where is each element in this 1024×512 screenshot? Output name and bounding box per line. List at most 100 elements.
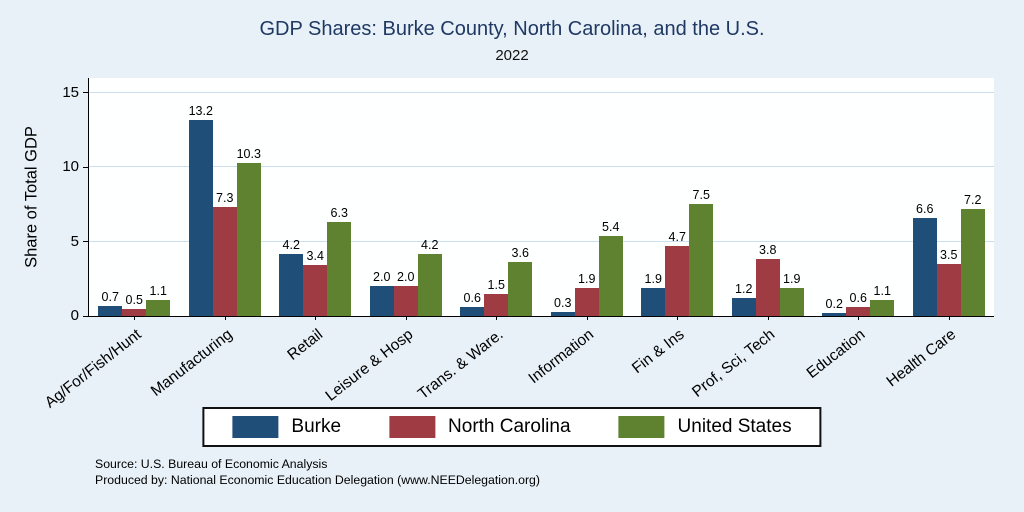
x-axis-category-label: Health Care xyxy=(883,326,960,391)
gridline xyxy=(89,240,994,242)
bar-group-retail: 4.2 3.4 6.3 Retail xyxy=(270,78,361,364)
legend-item-united-states: United States xyxy=(618,416,792,438)
legend-swatch-north-carolina xyxy=(389,416,436,438)
bar-burke xyxy=(731,298,756,316)
gridline xyxy=(89,91,994,93)
bar-value-label: 3.6 xyxy=(511,246,529,261)
bar-burke xyxy=(641,287,666,316)
bar-burke xyxy=(369,286,394,316)
bar-value-label: 3.8 xyxy=(759,243,777,258)
bar-column-united-states: 1.1 xyxy=(146,78,171,316)
bar-column-north-carolina: 3.5 xyxy=(936,78,961,316)
x-axis-category-label: Education xyxy=(803,326,869,382)
bar-united-states xyxy=(146,299,171,316)
bar-united-states xyxy=(779,287,804,316)
bar-united-states xyxy=(870,299,895,316)
bar-united-states xyxy=(327,222,352,316)
x-tick xyxy=(405,316,407,320)
bar-value-label: 1.1 xyxy=(149,283,167,298)
bar-column-burke: 6.6 xyxy=(912,78,937,316)
bar-group-ag-for-fish-hunt: 0.7 0.5 1.1 Ag/For/Fish/Hunt xyxy=(42,78,180,412)
bar-group-leisure-hosp: 2.0 2.0 4.2 Leisure & Hosp xyxy=(322,78,452,405)
bar-column-north-carolina: 3.4 xyxy=(303,78,328,316)
bar-column-burke: 0.2 xyxy=(822,78,847,316)
y-tick xyxy=(83,166,89,168)
bar-value-label: 4.7 xyxy=(668,230,686,245)
bar-value-label: 0.5 xyxy=(125,292,143,307)
x-axis-category-label: Prof, Sci, Tech xyxy=(689,326,779,401)
bar-burke xyxy=(912,217,937,316)
bar-value-label: 0.6 xyxy=(849,291,867,306)
legend-label-north-carolina: North Carolina xyxy=(448,416,571,437)
bar-group-manufacturing: 13.2 7.3 10.3 Manufacturing xyxy=(147,78,271,400)
bar-column-united-states: 7.2 xyxy=(960,78,985,316)
bar-value-label: 5.4 xyxy=(602,219,620,234)
legend-swatch-burke xyxy=(232,416,279,438)
bar-column-united-states: 3.6 xyxy=(508,78,533,316)
bar-column-burke: 4.2 xyxy=(279,78,304,316)
bar-north-carolina xyxy=(936,263,961,316)
bar-value-label: 7.2 xyxy=(964,192,982,207)
bar-column-united-states: 10.3 xyxy=(237,78,261,316)
x-tick xyxy=(315,316,317,320)
y-tick-label: 0 xyxy=(70,307,79,324)
bar-column-united-states: 1.1 xyxy=(870,78,895,316)
bar-group-education: 0.2 0.6 1.1 Education xyxy=(804,78,904,382)
bar-value-label: 7.3 xyxy=(216,191,234,206)
bar-united-states xyxy=(508,262,533,316)
bar-column-united-states: 4.2 xyxy=(417,78,442,316)
legend-label-united-states: United States xyxy=(677,416,792,437)
bar-north-carolina xyxy=(574,287,599,316)
bar-north-carolina xyxy=(393,286,418,316)
bar-burke xyxy=(822,313,847,316)
bar-column-burke: 0.6 xyxy=(460,78,485,316)
bar-column-north-carolina: 7.3 xyxy=(212,78,237,316)
y-tick-label: 10 xyxy=(62,158,79,176)
bar-column-north-carolina: 2.0 xyxy=(393,78,418,316)
bar-north-carolina xyxy=(212,207,237,316)
bar-north-carolina xyxy=(122,308,147,316)
x-axis-category-label: Ag/For/Fish/Hunt xyxy=(41,326,145,412)
bar-group-prof-sci-tech: 1.2 3.8 1.9 Prof, Sci, Tech xyxy=(689,78,814,401)
bar-value-label: 3.4 xyxy=(306,249,324,264)
plot-area: 0 5 10 15 0.7 0.5 1.1 Ag/For/Fish/Hunt 13.2 7.3 10… xyxy=(42,78,994,412)
bar-value-label: 4.2 xyxy=(421,237,439,252)
bar-united-states xyxy=(960,208,985,316)
legend-item-north-carolina: North Carolina xyxy=(389,416,571,438)
bar-column-north-carolina: 0.6 xyxy=(846,78,871,316)
bar-value-label: 4.2 xyxy=(282,237,300,252)
x-tick xyxy=(677,316,679,320)
chart-title: GDP Shares: Burke County, North Carolina… xyxy=(259,18,765,40)
source-note: Source: U.S. Bureau of Economic Analysis xyxy=(95,457,328,471)
bar-column-united-states: 7.5 xyxy=(689,78,714,316)
legend-label-burke: Burke xyxy=(291,416,342,437)
bar-value-label: 1.2 xyxy=(735,282,753,297)
bar-group-information: 0.3 1.9 5.4 Information xyxy=(526,78,633,387)
bar-column-north-carolina: 4.7 xyxy=(665,78,690,316)
y-axis-label: Share of Total GDP xyxy=(22,126,41,268)
bar-column-burke: 1.2 xyxy=(731,78,756,316)
bar-united-states xyxy=(417,253,442,316)
bar-value-label: 10.3 xyxy=(236,146,261,161)
gridline xyxy=(89,166,994,168)
bar-column-north-carolina: 0.5 xyxy=(122,78,147,316)
bar-burke xyxy=(460,307,485,316)
bar-united-states xyxy=(689,204,714,316)
bar-column-burke: 2.0 xyxy=(369,78,394,316)
bar-value-label: 0.3 xyxy=(554,295,572,310)
producer-note: Produced by: National Economic Education… xyxy=(95,472,540,487)
bar-value-label: 2.0 xyxy=(373,270,391,285)
bar-column-burke: 1.9 xyxy=(641,78,666,316)
bar-united-states xyxy=(236,162,261,316)
legend: Burke North Carolina United States xyxy=(202,407,822,447)
bar-groups: 0.7 0.5 1.1 Ag/For/Fish/Hunt 13.2 7.3 10.3 Manu… xyxy=(42,78,994,412)
bar-column-north-carolina: 3.8 xyxy=(755,78,780,316)
x-axis-category-label: Fin & Ins xyxy=(629,326,688,378)
legend-swatch-united-states xyxy=(618,416,665,438)
x-tick xyxy=(858,316,860,320)
x-axis-category-label: Trans. & Ware. xyxy=(415,326,507,403)
y-tick xyxy=(83,241,89,243)
bar-value-label: 1.9 xyxy=(783,271,801,286)
bar-column-north-carolina: 1.9 xyxy=(574,78,599,316)
bar-column-united-states: 1.9 xyxy=(779,78,804,316)
